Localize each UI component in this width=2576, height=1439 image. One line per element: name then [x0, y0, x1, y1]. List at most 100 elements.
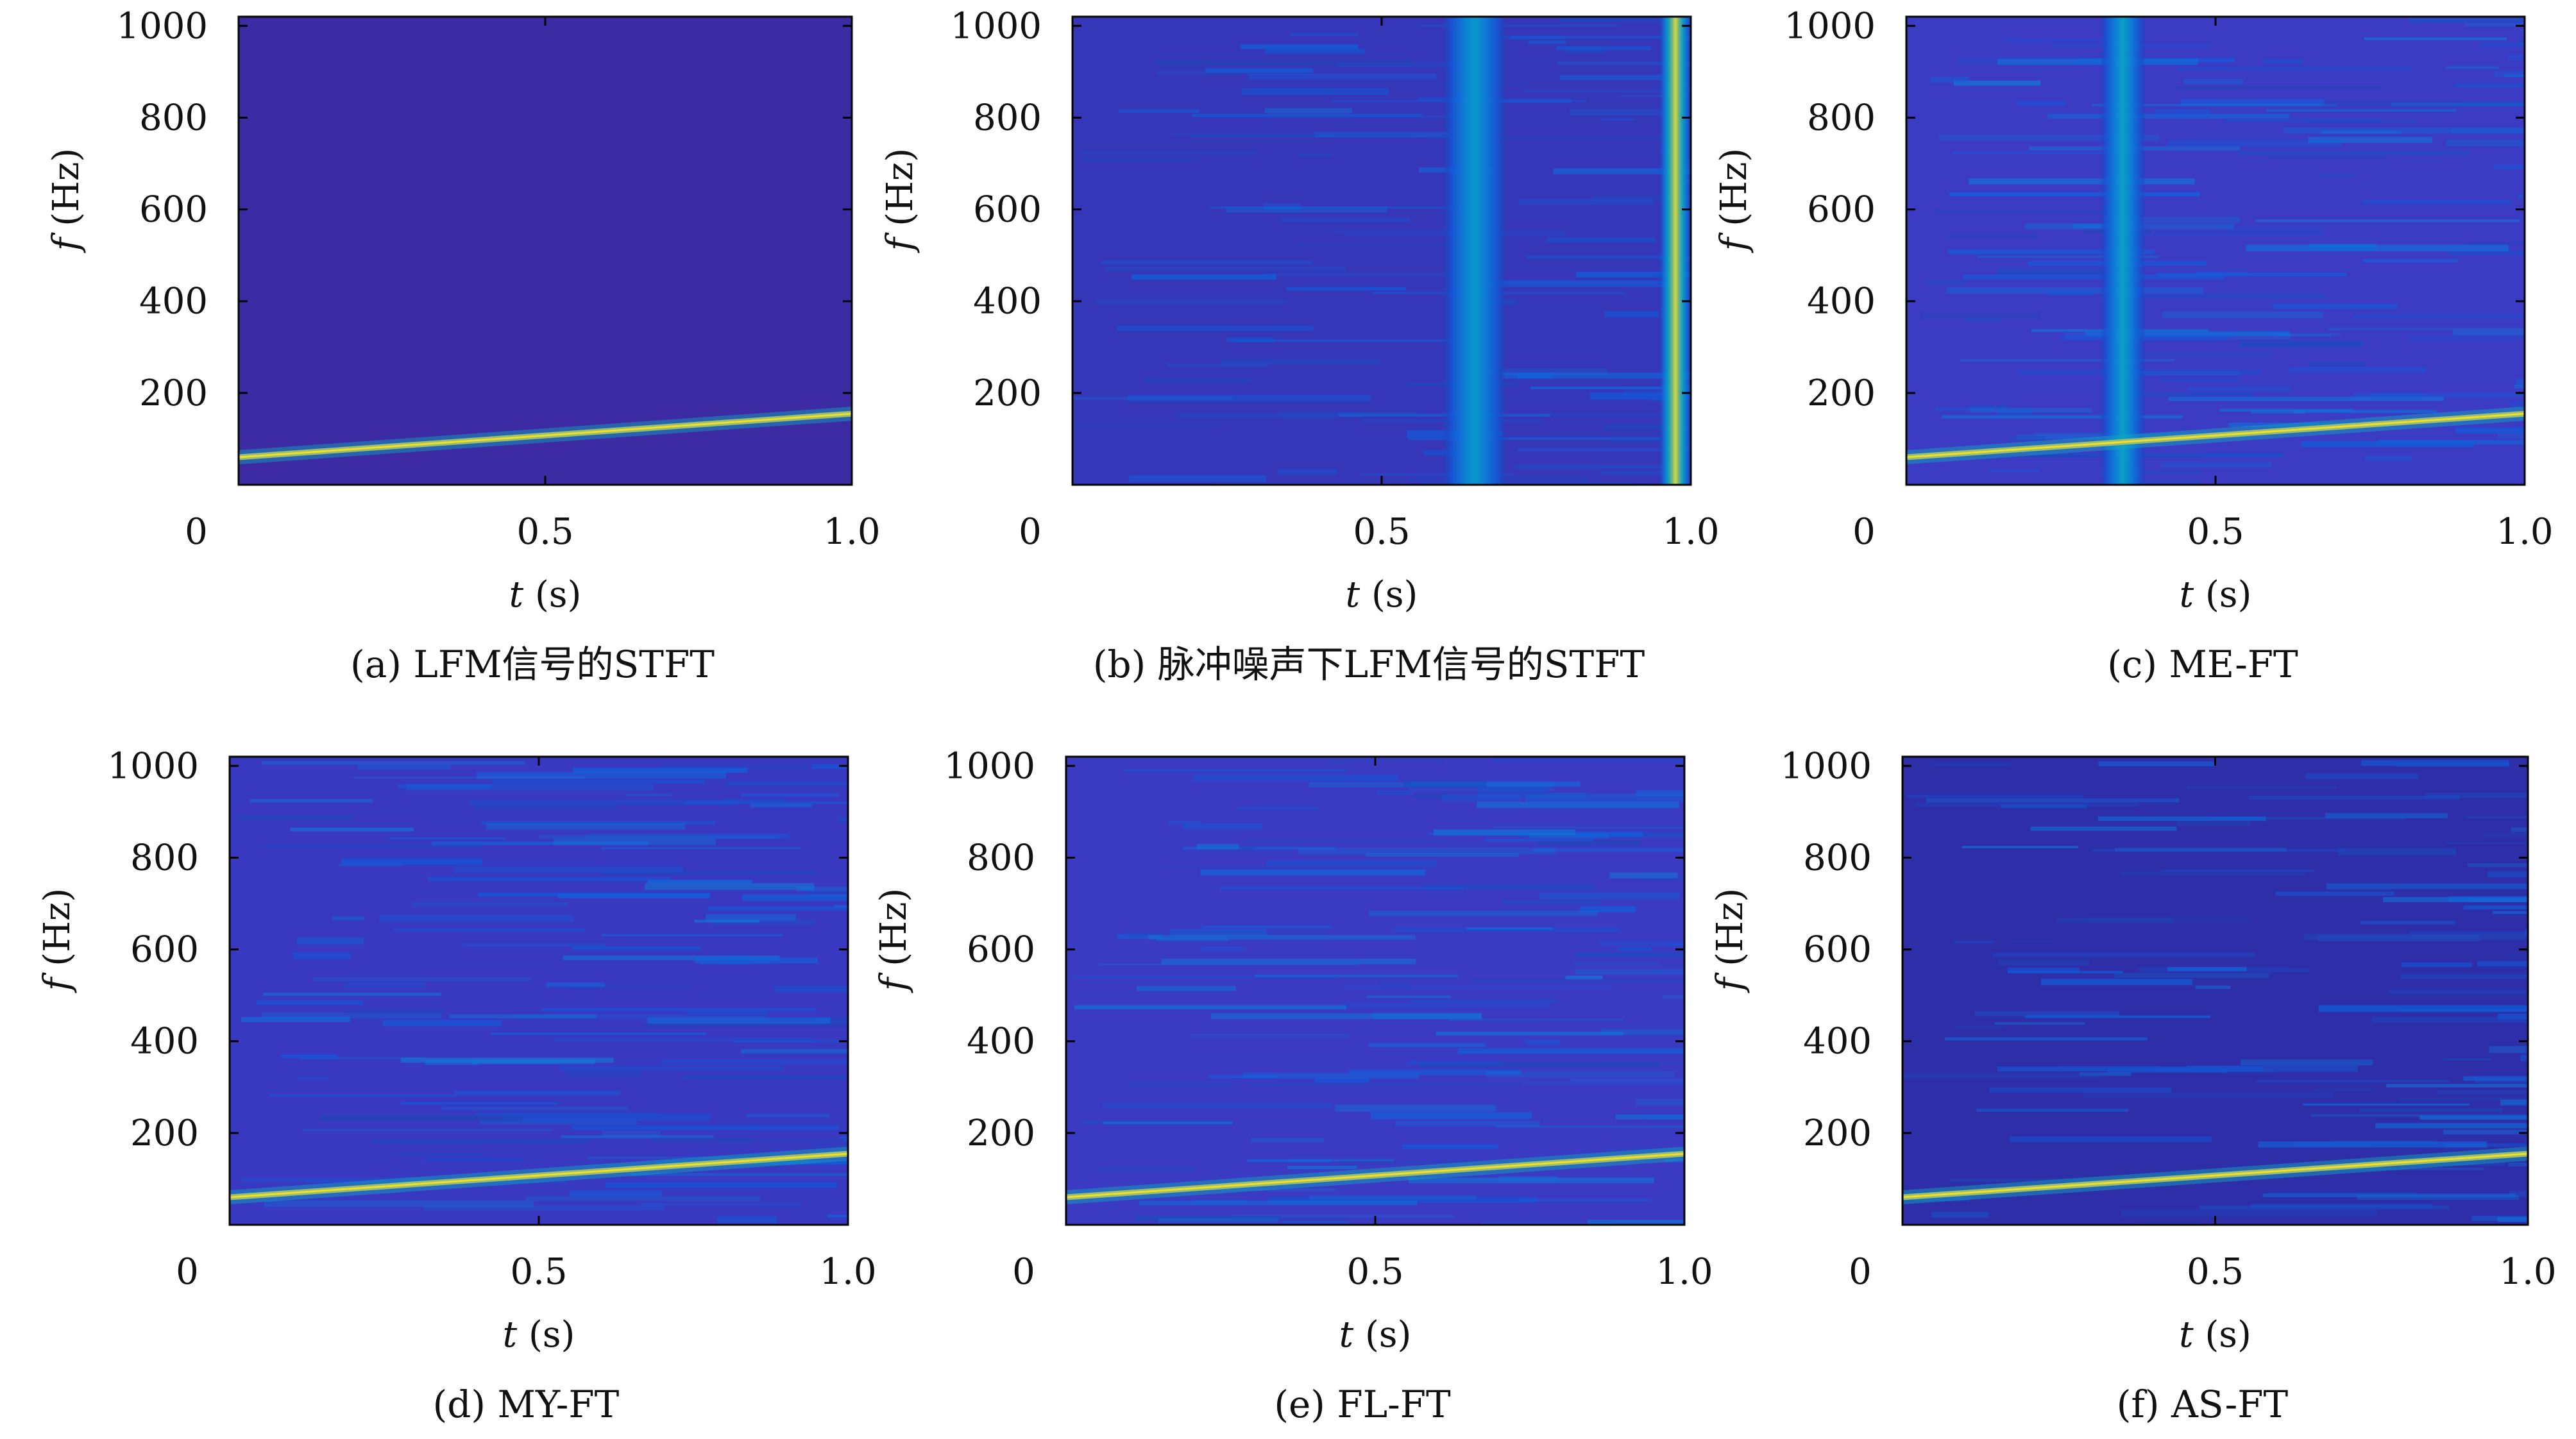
noise-streak	[2507, 954, 2528, 958]
noise-streak	[1360, 473, 1513, 476]
noise-streak	[1073, 396, 1233, 400]
noise-streak	[1365, 853, 1519, 857]
noise-streak	[695, 957, 818, 964]
noise-streak	[625, 793, 672, 796]
impulse-band	[2117, 17, 2128, 485]
noise-streak	[1600, 940, 1684, 947]
y-tick-label: 800	[1807, 97, 1876, 139]
noise-streak	[708, 906, 848, 911]
noise-streak	[401, 1102, 558, 1105]
noise-streak	[2107, 352, 2273, 357]
noise-streak	[2101, 470, 2201, 475]
noise-streak	[2008, 435, 2046, 441]
noise-streak	[2360, 920, 2456, 925]
noise-streak	[1337, 413, 1551, 417]
noise-streak	[263, 993, 441, 996]
y-axis-unit: (Hz)	[873, 888, 915, 978]
y-tick-label: 600	[130, 929, 199, 971]
noise-streak	[1123, 769, 1347, 771]
noise-streak	[1105, 266, 1346, 272]
noise-streak	[1457, 1048, 1684, 1054]
noise-streak	[2308, 137, 2432, 143]
ridge-core	[1906, 412, 2525, 459]
noise-streak	[344, 982, 427, 989]
noise-streak	[237, 814, 353, 821]
heatmap-background	[230, 757, 848, 1225]
noise-streak	[2443, 1058, 2491, 1061]
noise-streak	[1418, 97, 1489, 102]
noise-streak	[2362, 259, 2459, 262]
noise-streak	[2467, 863, 2528, 868]
noise-streak	[1556, 46, 1651, 51]
noise-streak	[2464, 816, 2528, 818]
noise-streak	[2443, 1129, 2528, 1135]
noise-streak	[2073, 224, 2109, 229]
noise-streak	[1332, 230, 1564, 233]
noise-streak	[2187, 1065, 2358, 1072]
noise-streak	[1197, 115, 1472, 118]
noise-streak	[2294, 410, 2437, 413]
noise-streak	[652, 1138, 752, 1143]
impulse-band	[1471, 17, 1477, 485]
noise-streak	[1098, 963, 1359, 966]
impulse-band	[2101, 17, 2145, 485]
noise-streak	[475, 805, 616, 809]
noise-streak	[2008, 971, 2123, 973]
impulse-band	[1453, 17, 1495, 485]
noise-streak	[2001, 804, 2087, 809]
x-tick-label: 1.0	[1662, 511, 1719, 553]
noise-streak	[250, 799, 373, 803]
noise-streak	[542, 1007, 816, 1011]
noise-streak	[1606, 1147, 1684, 1152]
noise-streak	[563, 955, 780, 961]
impulse-band	[1670, 17, 1681, 485]
noise-streak	[2083, 1092, 2334, 1098]
y-axis-label: f (Hz)	[37, 888, 78, 994]
noise-streak	[1102, 1102, 1332, 1109]
noise-streak	[455, 1090, 620, 1095]
noise-streak	[687, 1011, 767, 1014]
noise-streak	[1296, 154, 1332, 158]
noise-streak	[1477, 787, 1549, 792]
noise-streak	[341, 858, 483, 865]
noise-streak	[1156, 938, 1229, 941]
impulse-band	[1661, 17, 1690, 485]
noise-streak	[2328, 328, 2525, 330]
noise-streak	[2239, 341, 2362, 348]
noise-streak	[478, 893, 711, 897]
noise-streak	[2114, 848, 2287, 852]
impulse-band	[1464, 17, 1485, 485]
heatmap-area	[239, 17, 852, 485]
noise-streak	[2419, 1115, 2528, 1120]
noise-streak	[2121, 1209, 2377, 1217]
impulse-band	[1461, 17, 1487, 485]
noise-streak	[840, 1136, 848, 1139]
impulse-band	[2108, 17, 2137, 485]
ridge-core	[1066, 1152, 1684, 1199]
noise-streak	[1433, 829, 1576, 836]
noise-streak	[1538, 413, 1691, 416]
noise-streak	[1368, 1043, 1486, 1047]
noise-streak	[1246, 839, 1448, 843]
noise-streak	[605, 1182, 838, 1188]
noise-streak	[2498, 1013, 2528, 1020]
noise-streak	[290, 827, 414, 832]
x-axis-variable: t	[503, 1314, 518, 1356]
noise-streak	[1962, 846, 2078, 848]
noise-streak	[1478, 792, 1586, 799]
noise-streak	[1519, 1199, 1651, 1202]
noise-streak	[2487, 871, 2528, 877]
y-tick-label: 400	[139, 281, 208, 323]
noise-streak	[406, 784, 654, 791]
noise-streak	[2282, 1167, 2485, 1170]
noise-streak	[1601, 1029, 1684, 1036]
noise-streak	[1402, 1144, 1498, 1149]
noise-streak	[1254, 974, 1459, 977]
noise-streak	[1960, 359, 2175, 362]
noise-streak	[2289, 367, 2427, 373]
noise-streak	[838, 816, 848, 823]
noise-streak	[261, 1012, 442, 1019]
noise-streak	[514, 1014, 768, 1019]
noise-streak	[641, 1202, 802, 1206]
noise-streak	[602, 1130, 661, 1138]
